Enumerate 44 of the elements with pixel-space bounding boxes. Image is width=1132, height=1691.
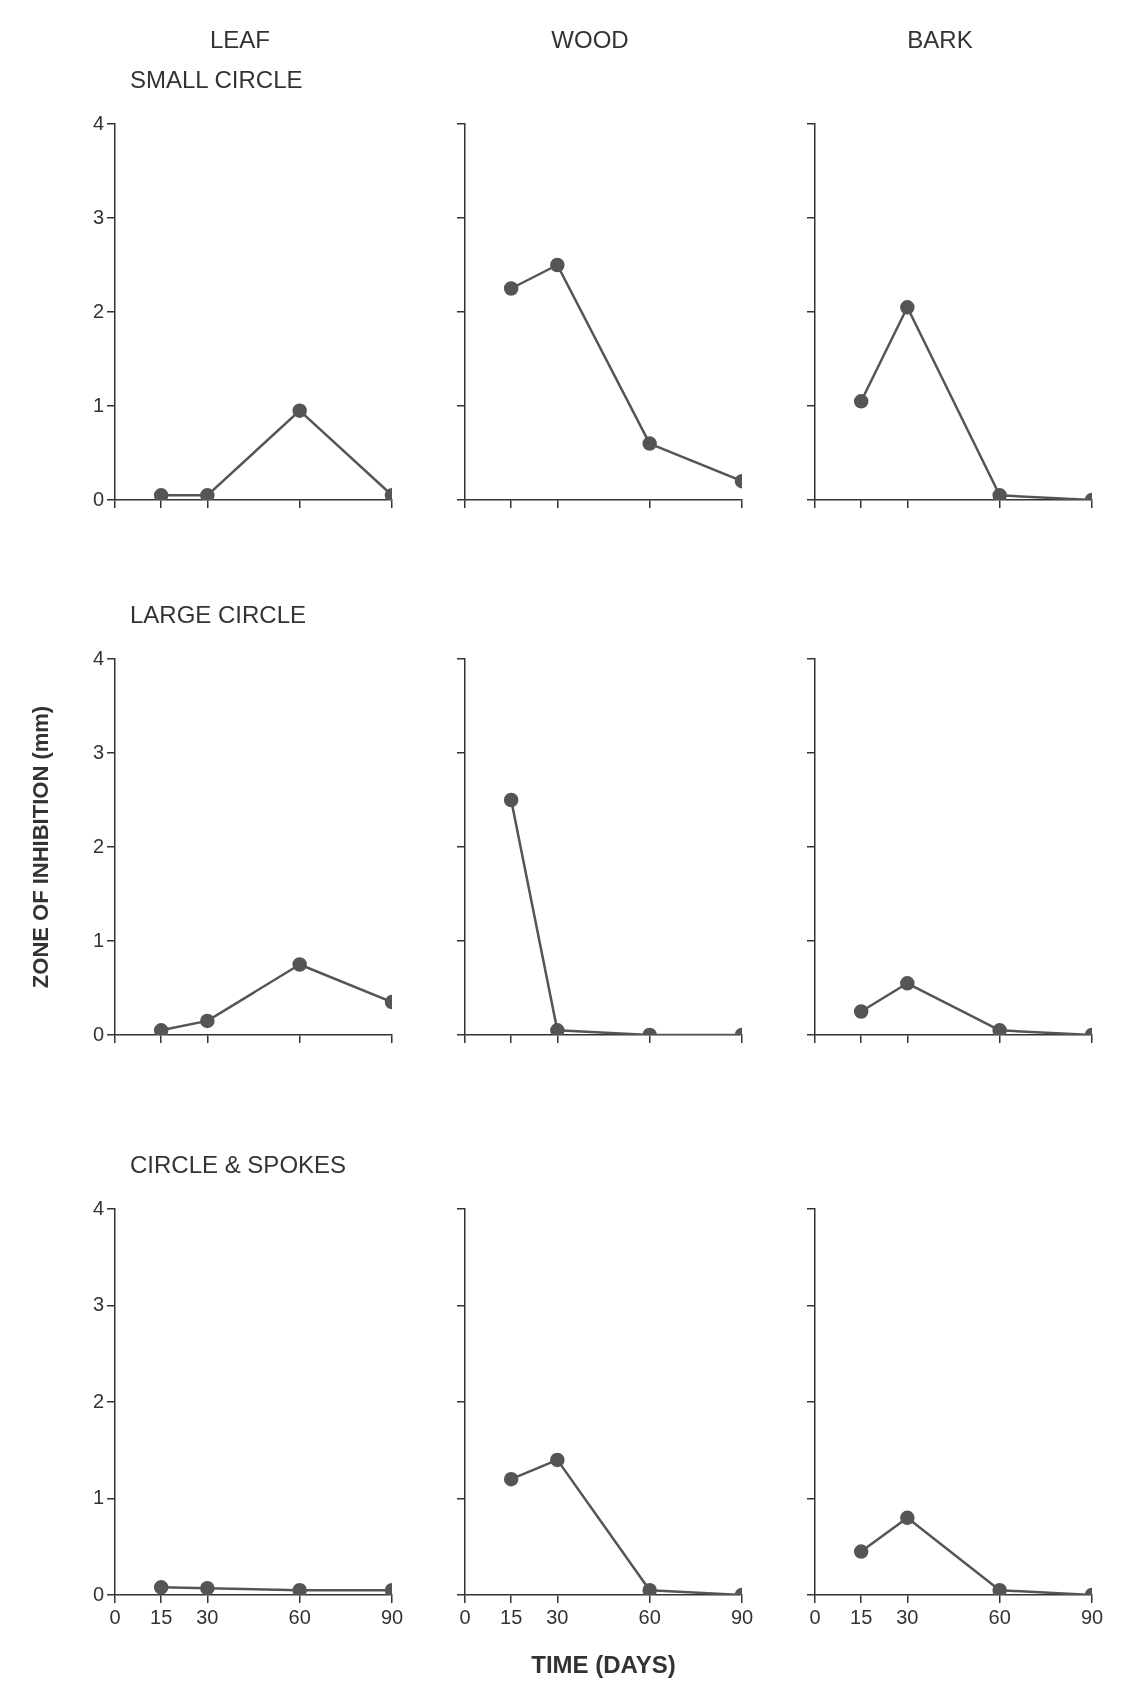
y-tick-label: 3 — [92, 740, 104, 763]
x-tick-label: 60 — [288, 1605, 311, 1628]
y-tick-label: 4 — [92, 111, 104, 134]
y-tick-label: 4 — [92, 646, 104, 669]
y-tick-label: 0 — [92, 1022, 104, 1045]
x-tick-label: 90 — [1080, 1605, 1104, 1628]
x-tick-label: 0 — [809, 1605, 821, 1628]
x-tick-label: 0 — [109, 1605, 121, 1628]
x-tick-label: 90 — [380, 1605, 404, 1628]
chart-subtitle: CIRCLE & SPOKES — [129, 1150, 348, 1180]
y-tick-label: 0 — [92, 1582, 104, 1605]
chart-title: BARK — [906, 25, 974, 55]
y-tick-label: 0 — [92, 487, 104, 510]
x-tick-label: 15 — [150, 1605, 173, 1628]
x-tick-label: 60 — [638, 1605, 661, 1628]
x-tick-label: 15 — [850, 1605, 873, 1628]
x-tick-label: 60 — [988, 1605, 1011, 1628]
y-tick-label: 4 — [92, 1196, 104, 1219]
y-axis-title: ZONE OF INHIBITION (mm) — [28, 705, 54, 989]
x-tick-label: 90 — [730, 1605, 754, 1628]
y-tick-label: 1 — [92, 928, 104, 951]
chart-subtitle: LARGE CIRCLE — [129, 600, 308, 630]
x-tick-label: 30 — [196, 1605, 219, 1628]
chart-title: WOOD — [550, 25, 630, 55]
x-tick-label: 30 — [546, 1605, 569, 1628]
point — [550, 257, 565, 273]
chart-subtitle: SMALL CIRCLE — [129, 65, 304, 95]
point — [642, 1582, 657, 1595]
chart-title: LEAF — [209, 25, 271, 55]
y-tick-label: 3 — [92, 1293, 104, 1316]
x-tick-label: 15 — [500, 1605, 523, 1628]
y-tick-label: 2 — [92, 834, 104, 857]
y-tick-label: 1 — [92, 1486, 104, 1509]
point — [550, 1452, 565, 1468]
point — [642, 436, 657, 451]
y-tick-label: 2 — [92, 1389, 104, 1412]
x-axis-title: TIME (DAYS) — [531, 1651, 676, 1679]
x-tick-label: 0 — [459, 1605, 471, 1628]
x-tick-label: 30 — [896, 1605, 919, 1628]
point — [503, 281, 519, 296]
point — [503, 1471, 519, 1487]
y-tick-label: 2 — [92, 299, 104, 322]
y-tick-label: 3 — [92, 205, 104, 228]
y-tick-label: 1 — [92, 393, 104, 416]
